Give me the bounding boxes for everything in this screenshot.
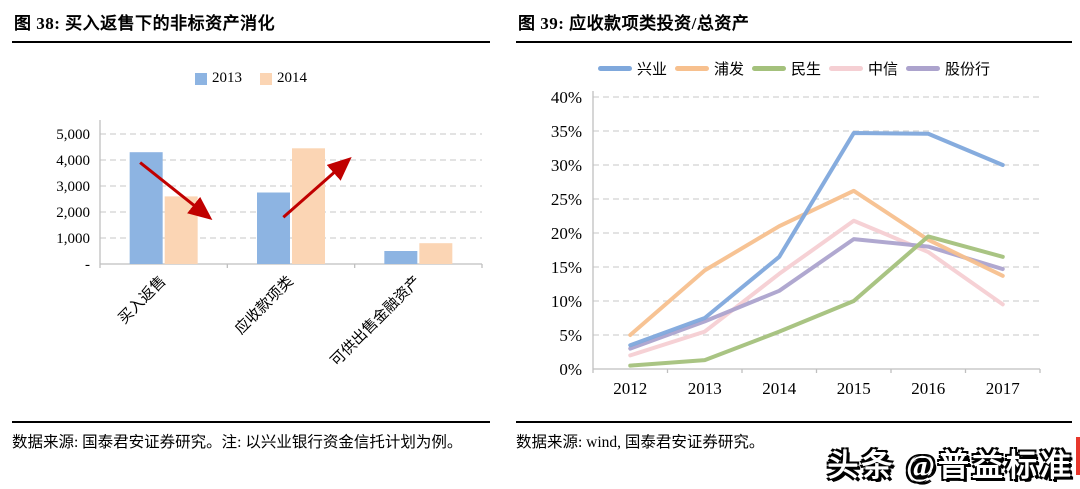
figure-39-legend: 兴业 浦发 民生 中信 股份行 — [516, 58, 1072, 79]
svg-text:10%: 10% — [551, 292, 582, 311]
trend-arrow — [282, 157, 352, 219]
series-line-股份行 — [628, 237, 1005, 351]
legend-label: 民生 — [790, 62, 821, 78]
legend-label: 兴业 — [636, 62, 667, 78]
series-line-兴业 — [628, 131, 1005, 348]
svg-text:25%: 25% — [551, 190, 582, 209]
bar-chart-figure-38: - 1,000 2,000 3,000 4,000 5,000 买入返售 应收款项类 可供出售金… — [56, 120, 483, 370]
svg-text:35%: 35% — [551, 122, 582, 141]
figure-39: 图 39: 应收款项类投资/总资产 兴业 浦发 民生 中信 股份行 0% 5% 10% 15%… — [516, 2, 1072, 487]
svg-text:4,000: 4,000 — [56, 153, 90, 169]
svg-text:2013: 2013 — [688, 379, 722, 398]
legend-label: 浦发 — [713, 62, 744, 78]
svg-text:-: - — [85, 257, 90, 273]
bar-2014-买入返售 — [164, 196, 198, 264]
legend-item-民生: 民生 — [751, 58, 821, 79]
svg-text:2016: 2016 — [911, 379, 945, 398]
figure-38-title: 图 38: 买入返售下的非标资产消化 — [12, 2, 490, 43]
svg-text:2014: 2014 — [762, 379, 797, 398]
watermark: 头条 @普益标准 — [827, 448, 1074, 483]
svg-text:2,000: 2,000 — [56, 205, 90, 221]
legend-label: 中信 — [868, 62, 899, 78]
bar-2013-买入返售 — [129, 152, 163, 264]
figure-38: 图 38: 买入返售下的非标资产消化 2013 2014 - 1,000 2,000 3… — [12, 2, 490, 487]
legend-swatch — [674, 66, 709, 71]
bar-2013-应收款项类 — [257, 192, 290, 264]
svg-text:5,000: 5,000 — [56, 127, 90, 143]
legend-label: 股份行 — [945, 62, 991, 78]
legend-swatch — [751, 66, 786, 71]
svg-text:15%: 15% — [551, 258, 582, 277]
svg-text:2012: 2012 — [613, 379, 647, 398]
figure-39-source: 数据来源: wind, 国泰君安证券研究。 — [516, 421, 1072, 456]
svg-text:3,000: 3,000 — [56, 179, 90, 195]
bar-2014-可供出售金融资产 — [419, 243, 453, 264]
svg-text:0%: 0% — [559, 360, 582, 379]
legend-label: 2013 — [212, 70, 242, 86]
svg-text:2017: 2017 — [986, 379, 1021, 398]
svg-text:30%: 30% — [551, 156, 582, 175]
svg-text:1,000: 1,000 — [56, 231, 90, 247]
figure-38-source: 数据来源: 国泰君安证券研究。注: 以兴业银行资金信托计划为例。 — [12, 421, 490, 456]
svg-text:应收款项类: 应收款项类 — [231, 272, 297, 338]
legend-item-2013: 2013 — [195, 70, 242, 87]
svg-text:5%: 5% — [559, 326, 582, 345]
series-line-民生 — [628, 234, 1005, 368]
red-page-edge-mark — [1076, 437, 1080, 475]
legend-swatch — [906, 66, 941, 71]
series-line-中信 — [628, 218, 1005, 358]
bar-2013-可供出售金融资产 — [384, 251, 418, 264]
svg-text:20%: 20% — [551, 224, 582, 243]
svg-text:可供出售金融资产: 可供出售金融资产 — [327, 273, 424, 370]
series-line-浦发 — [628, 188, 1005, 337]
legend-swatch — [829, 66, 863, 71]
legend-item-浦发: 浦发 — [674, 58, 744, 79]
trend-arrow — [139, 161, 213, 220]
legend-swatch — [260, 72, 272, 85]
line-chart-figure-39: 0% 5% 10% 15% 20% 25% 30% 35% 40% 2012 2013 2014 201… — [551, 88, 1041, 398]
figure-38-legend: 2013 2014 — [12, 70, 490, 87]
legend-item-股份行: 股份行 — [906, 58, 990, 79]
figure-39-title: 图 39: 应收款项类投资/总资产 — [516, 2, 1072, 43]
legend-swatch — [195, 72, 207, 85]
svg-text:40%: 40% — [551, 88, 582, 107]
svg-text:买入返售: 买入返售 — [115, 273, 169, 327]
legend-item-兴业: 兴业 — [597, 58, 667, 79]
legend-label: 2014 — [277, 70, 307, 86]
legend-item-中信: 中信 — [829, 58, 898, 79]
legend-item-2014: 2014 — [260, 70, 307, 87]
svg-text:2015: 2015 — [837, 379, 871, 398]
legend-swatch — [597, 66, 632, 71]
